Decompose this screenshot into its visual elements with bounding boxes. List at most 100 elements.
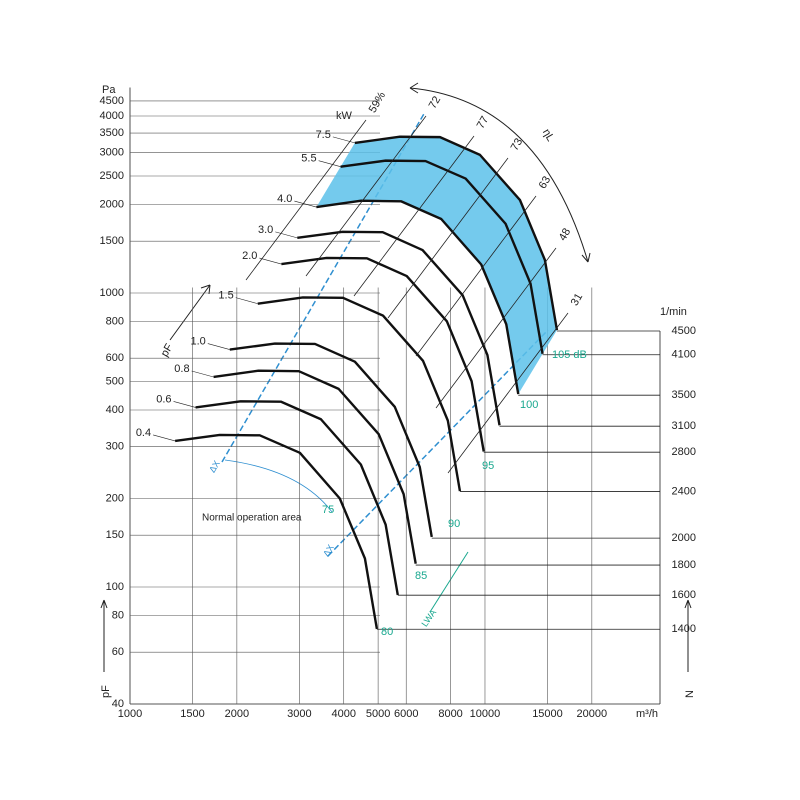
y-tick-label: 2000 (100, 198, 124, 210)
y-tick-label: 1500 (100, 235, 124, 247)
y2-tick-label: 3100 (672, 420, 696, 432)
speed-curve (213, 369, 417, 564)
y-unit: Pa (102, 84, 116, 96)
efficiency-arrow-label: ηL (540, 127, 557, 144)
noise-label: 75 (322, 504, 334, 516)
power-leader (207, 343, 230, 350)
speed-curve (174, 433, 379, 630)
power-label: 3.0 (258, 224, 273, 236)
y2-tick-label: 3500 (672, 389, 696, 401)
power-label: 5.5 (301, 153, 316, 165)
speed-curve (195, 400, 399, 596)
speed-curve (229, 342, 433, 538)
x-unit: m³/h (636, 708, 658, 720)
y-axis-title: pF (100, 685, 112, 698)
system-label: ΔX (207, 459, 222, 474)
y-tick-label: 4000 (100, 110, 124, 122)
efficiency-arrow (409, 87, 589, 263)
y2-tick-label: 1400 (672, 623, 696, 635)
power-label: 0.8 (174, 363, 189, 375)
y2-tick-label: 4500 (672, 325, 696, 337)
annotation: Normal operation area (202, 513, 302, 524)
y2-tick-label: 1800 (672, 559, 696, 571)
power-label: 0.4 (136, 427, 151, 439)
power-label: 0.6 (156, 393, 171, 405)
x-tick-label: 1500 (180, 708, 204, 720)
y-tick-label: 60 (112, 646, 124, 658)
y2-tick-label: 4100 (672, 349, 696, 361)
x-tick-label: 1000 (118, 708, 142, 720)
efficiency-line (245, 119, 367, 281)
efficiency-label: 77 (475, 114, 492, 131)
pressure-arrow (169, 284, 211, 341)
noise-label: 95 (482, 460, 494, 472)
y-tick-label: 3500 (100, 127, 124, 139)
power-label: 1.5 (218, 290, 233, 302)
noise-label: 85 (415, 570, 427, 582)
efficiency-line (387, 157, 509, 319)
efficiency-label: 73 (509, 136, 526, 153)
efficiency-line (353, 135, 475, 297)
y2-tick-label: 2400 (672, 485, 696, 497)
efficiency-line (435, 247, 557, 409)
x-tick-label: 4000 (331, 708, 355, 720)
arrow-head (409, 82, 591, 263)
y-tick-label: 4500 (100, 95, 124, 107)
speed-curve (354, 135, 559, 331)
efficiency-line (415, 195, 537, 357)
speed-curve (316, 199, 520, 395)
arrow-head (200, 284, 211, 295)
speed-curve (340, 159, 544, 355)
y-tick-label: 400 (106, 404, 124, 416)
noise-arrow-label: LWA (419, 608, 438, 629)
pressure-arrow-label: pF (159, 342, 176, 359)
power-leader (318, 160, 341, 167)
system-line (327, 329, 549, 557)
y-tick-label: 300 (106, 441, 124, 453)
noise-label: 105 dB (552, 349, 587, 361)
y-tick-label: 200 (106, 492, 124, 504)
power-leader (191, 370, 214, 378)
y2-tick-label: 2000 (672, 532, 696, 544)
x-tick-label: 8000 (438, 708, 462, 720)
noise-arrow (429, 551, 469, 613)
y-tick-label: 1000 (100, 287, 124, 299)
y-tick-label: 150 (106, 529, 124, 541)
y2-tick-label: 1600 (672, 589, 696, 601)
x-tick-label: 6000 (394, 708, 418, 720)
y2-tick-label: 2800 (672, 446, 696, 458)
x-tick-label: 3000 (287, 708, 311, 720)
arrow-head (100, 599, 692, 609)
y2-axis-title: N (684, 690, 696, 698)
y2-unit: 1/min (660, 306, 687, 318)
y-tick-label: 40 (112, 698, 124, 710)
x-tick-label: 5000 (366, 708, 390, 720)
power-leader (275, 231, 298, 239)
power-label: 4.0 (277, 193, 292, 205)
operation-arc (224, 459, 333, 513)
speed-curve (281, 256, 485, 452)
y-tick-label: 100 (106, 581, 124, 593)
y-tick-label: 80 (112, 609, 124, 621)
speed-curve (257, 296, 462, 492)
efficiency-line (447, 312, 569, 474)
x-tick-label: 2000 (225, 708, 249, 720)
speed-curve (297, 230, 501, 426)
power-leader (235, 297, 258, 304)
power-label: 2.0 (242, 250, 257, 262)
y-tick-label: 600 (106, 352, 124, 364)
efficiency-label: 63 (537, 174, 554, 191)
efficiency-label: 48 (557, 226, 574, 243)
x-tick-label: 20000 (577, 708, 608, 720)
efficiency-label: 72 (427, 94, 444, 111)
x-tick-label: 10000 (470, 708, 501, 720)
x-tick-label: 15000 (532, 708, 563, 720)
efficiency-line (305, 115, 427, 277)
power-leader (153, 434, 176, 442)
noise-label: 80 (381, 626, 393, 638)
noise-label: 100 (520, 399, 538, 411)
high-speed-area (316, 136, 557, 395)
power-leader (332, 136, 355, 144)
y-tick-label: 2500 (100, 170, 124, 182)
